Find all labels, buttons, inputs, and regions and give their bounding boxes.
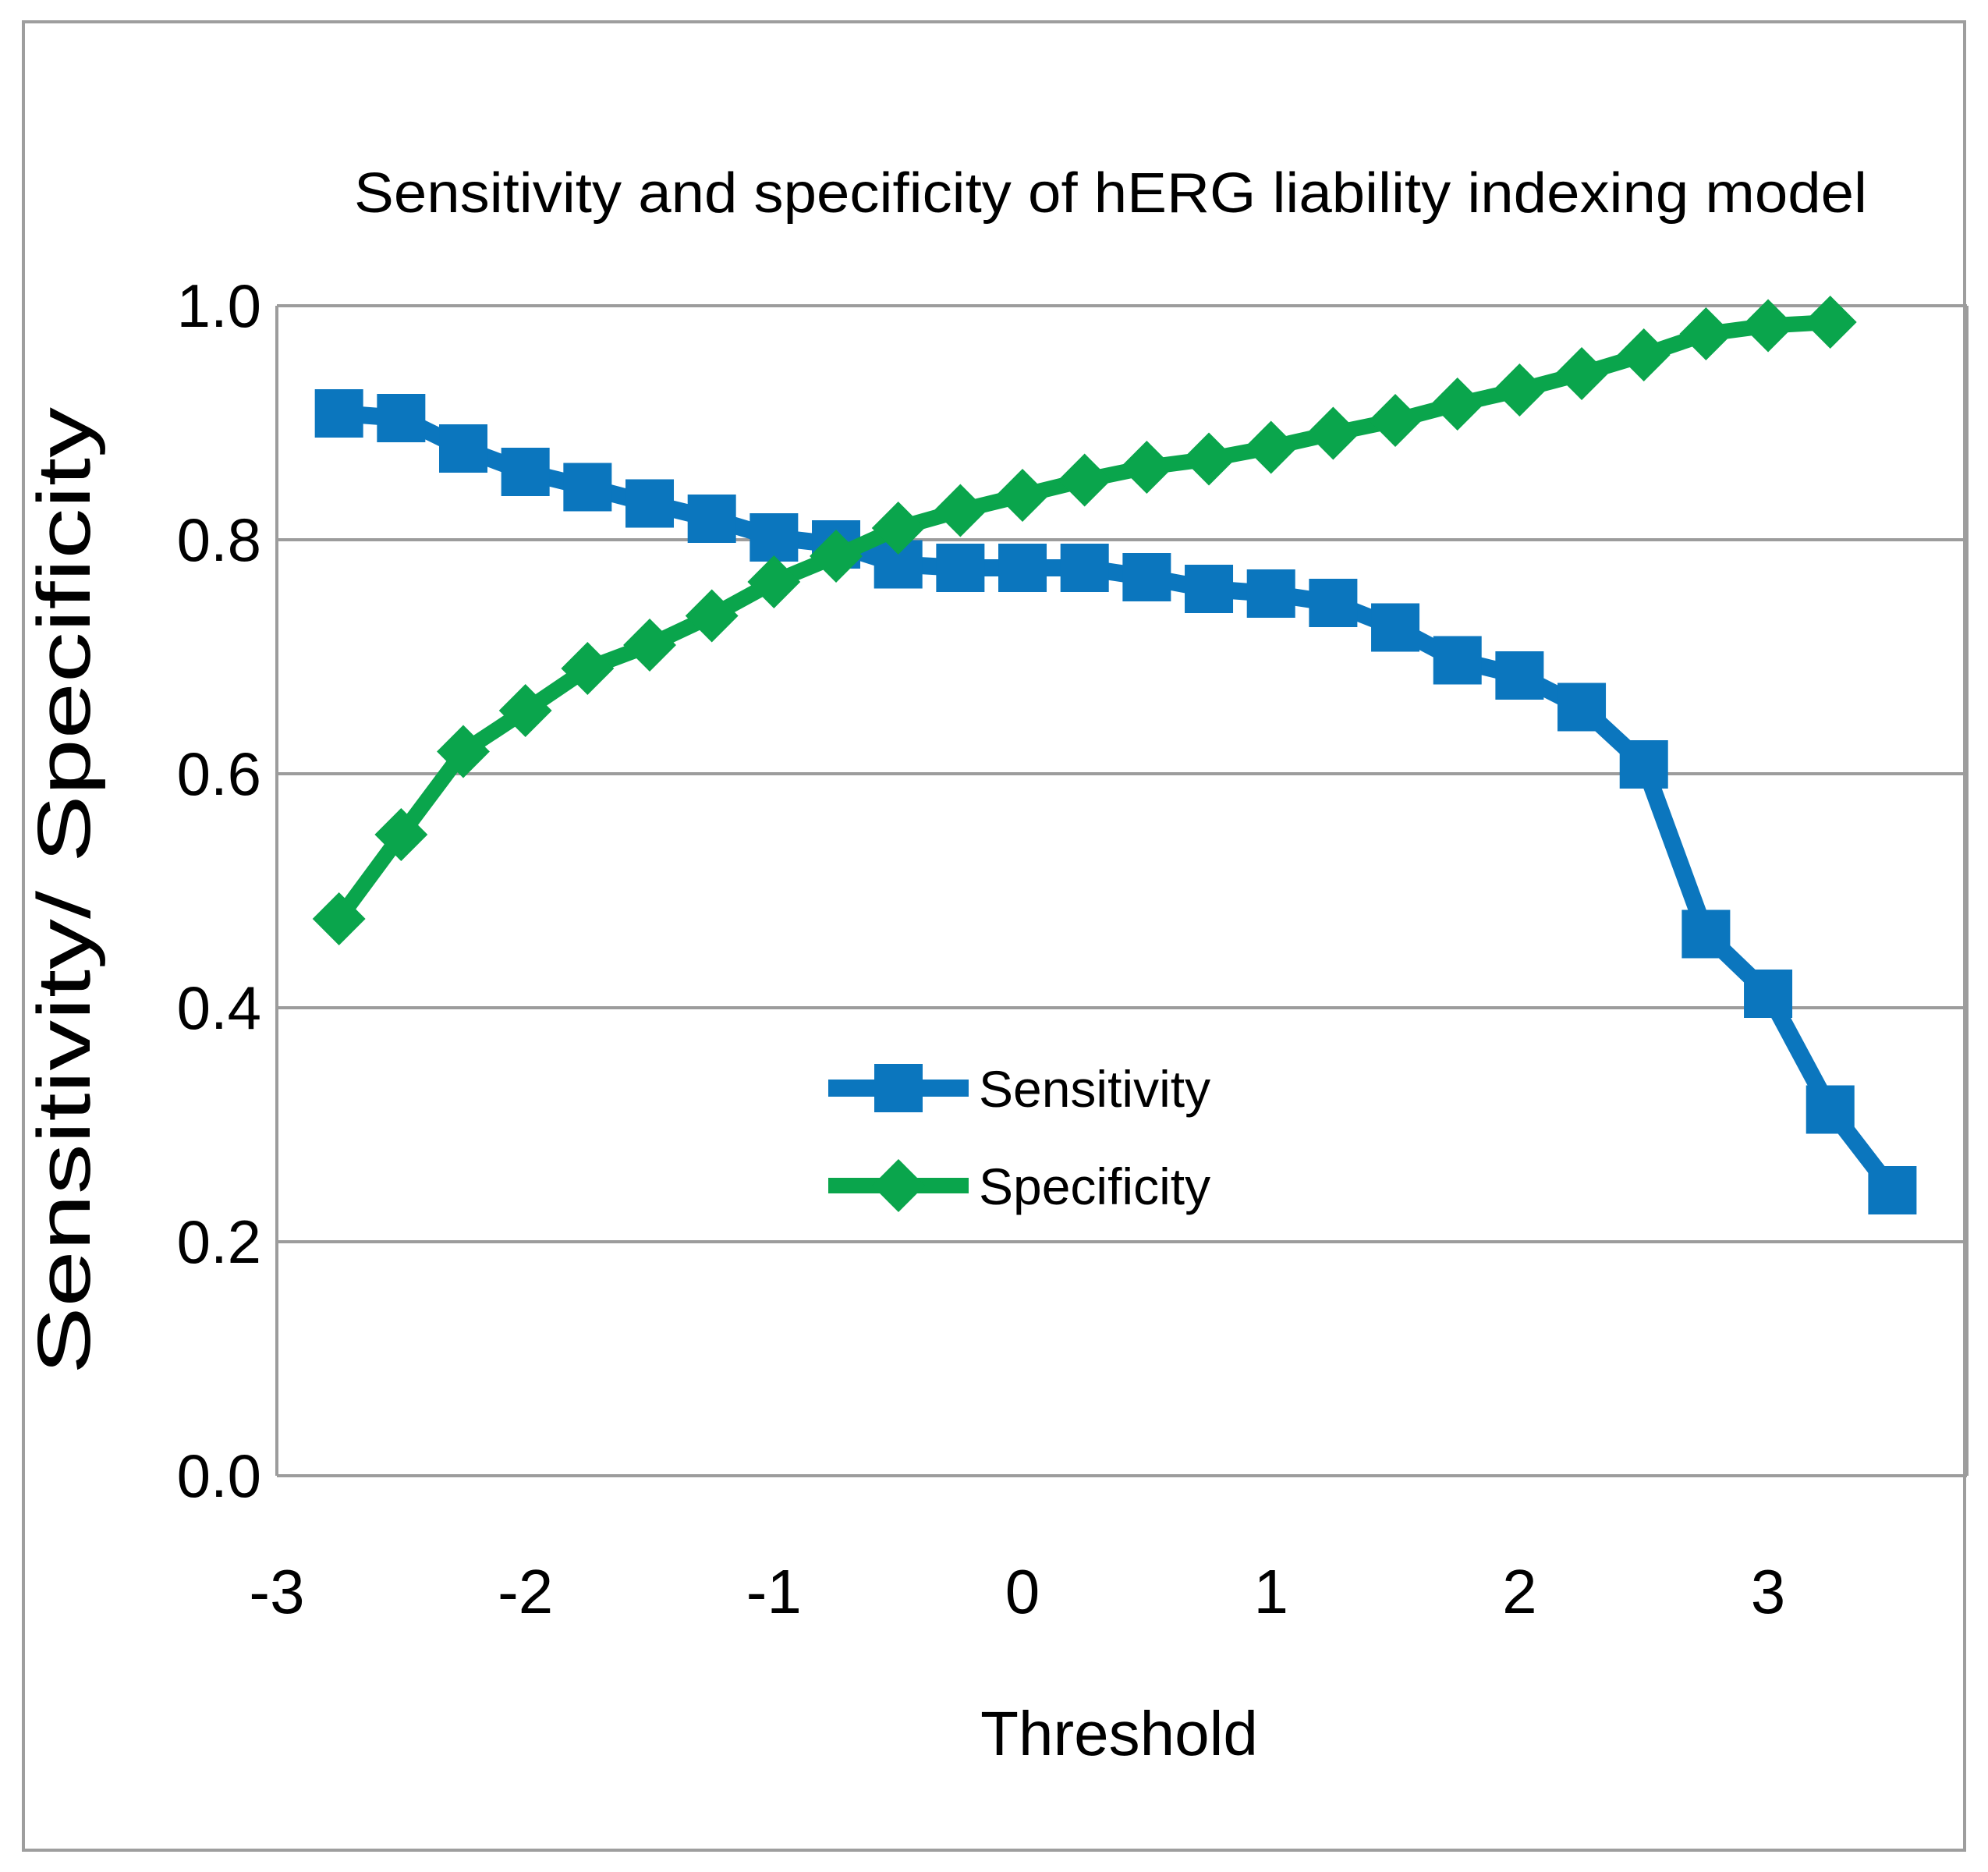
series-sensitivity-marker (501, 448, 550, 496)
y-tick-label-0.4: 0.4 (177, 973, 261, 1042)
legend-label: Specificity (979, 1158, 1210, 1215)
legend: Sensitivity Specificity (828, 1060, 1210, 1215)
series-sensitivity-marker (1744, 970, 1793, 1018)
x-tick-label--2: -2 (498, 1557, 553, 1626)
x-tick-label--1: -1 (746, 1557, 802, 1626)
series-specificity-marker (1493, 363, 1547, 417)
legend-key-marker (872, 1159, 925, 1212)
series-sensitivity-marker (1619, 740, 1668, 789)
series-sensitivity-marker (1868, 1166, 1917, 1214)
x-tick-label-2: 2 (1502, 1557, 1537, 1626)
series-specificity (312, 296, 1857, 945)
series-sensitivity-marker (1557, 682, 1607, 732)
gridlines-group (275, 304, 1969, 1477)
x-tick-label-1: 1 (1253, 1557, 1288, 1626)
series-specificity-marker (1742, 299, 1795, 353)
series-specificity-marker (996, 469, 1049, 522)
series-specificity-marker (437, 725, 490, 778)
y-tick-label-0.8: 0.8 (177, 505, 261, 574)
series-sensitivity-marker (1122, 553, 1171, 601)
series-specificity-marker (871, 502, 925, 555)
series-specificity-marker (685, 589, 739, 643)
series-specificity-marker (747, 555, 801, 608)
series-sensitivity-marker (314, 389, 363, 438)
legend-entry-specificity: Specificity (828, 1158, 1210, 1215)
series-specificity-marker (1679, 307, 1733, 360)
series-sensitivity-marker (1371, 603, 1420, 652)
series-specificity-marker (1244, 420, 1298, 474)
series-sensitivity-marker (1246, 569, 1295, 618)
series-specificity-marker (1120, 441, 1174, 494)
series-specificity-marker (810, 530, 863, 583)
series-specificity-marker (1430, 378, 1484, 431)
legend-entry-sensitivity: Sensitivity (828, 1060, 1210, 1118)
y-tick-label-0.6: 0.6 (177, 739, 261, 808)
series-specificity-marker (561, 642, 615, 695)
series-sensitivity-marker (1806, 1085, 1855, 1134)
series-specificity-marker (374, 808, 428, 861)
series-sensitivity-marker (1433, 636, 1482, 685)
series-specificity-marker (1803, 296, 1857, 349)
series-specificity-marker (1555, 347, 1608, 400)
chart-title: Sensitivity and specificity of hERG liab… (354, 162, 1867, 225)
series-specificity-marker (1369, 394, 1422, 447)
series-sensitivity-marker (1681, 909, 1731, 959)
series-sensitivity-marker (1185, 565, 1234, 613)
series-sensitivity-marker (936, 544, 985, 592)
series-sensitivity-marker (749, 513, 799, 562)
series-specificity-marker (498, 684, 552, 737)
outer-border (22, 20, 1966, 1852)
series-group (312, 296, 1917, 1214)
tick-labels-group: 0.0 0.2 0.4 0.6 0.8 1.0 -3 -2 -1 0 1 2 3 (177, 271, 1786, 1626)
x-tick-label--3: -3 (249, 1557, 304, 1626)
series-sensitivity-marker (377, 394, 426, 442)
series-sensitivity-marker (998, 544, 1047, 592)
y-axis-title: Sensitivity/ Specificity (23, 407, 106, 1374)
series-sensitivity-marker (625, 479, 675, 528)
series-specificity-marker (623, 619, 676, 672)
x-tick-label-0: 0 (1005, 1557, 1040, 1626)
series-sensitivity-marker (1060, 544, 1109, 592)
series-specificity-marker (934, 484, 987, 537)
series-specificity-marker (1058, 453, 1111, 507)
series-specificity-marker (1306, 406, 1360, 460)
legend-label: Sensitivity (979, 1060, 1210, 1118)
y-tick-label-1.0: 1.0 (177, 271, 261, 340)
series-sensitivity-marker (1309, 579, 1358, 627)
x-tick-label-3: 3 (1751, 1557, 1786, 1626)
legend-key-marker (874, 1064, 923, 1112)
series-specificity-marker (1182, 432, 1235, 486)
series-sensitivity-marker (439, 424, 488, 473)
x-axis-title: Threshold (980, 1699, 1258, 1768)
series-sensitivity-marker (563, 463, 612, 512)
series-sensitivity-marker (1495, 651, 1544, 700)
y-tick-label-0.0: 0.0 (177, 1441, 261, 1510)
series-specificity-marker (1617, 328, 1671, 381)
series-specificity-marker (312, 892, 366, 945)
y-tick-label-0.2: 0.2 (177, 1207, 261, 1276)
series-sensitivity-marker (687, 495, 736, 543)
